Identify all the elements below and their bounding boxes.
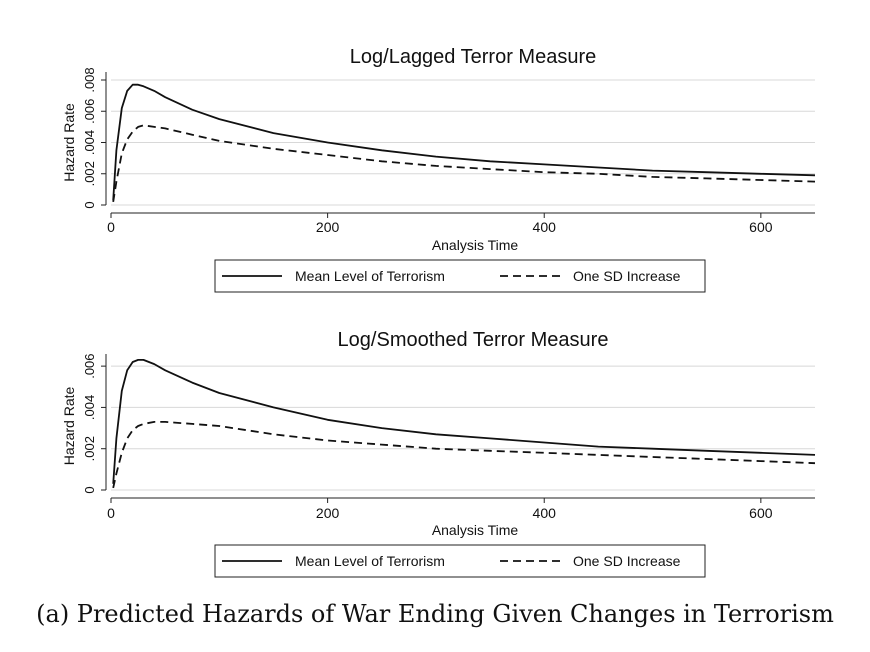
- figure-caption: (a) Predicted Hazards of War Ending Give…: [36, 600, 834, 628]
- y-tick-label: .002: [82, 436, 97, 461]
- y-axis-label: Hazard Rate: [61, 386, 77, 465]
- legend-label: Mean Level of Terrorism: [295, 553, 445, 569]
- x-tick-label: 0: [107, 505, 115, 521]
- legend: Mean Level of Terrorism One SD Increase: [214, 544, 706, 578]
- x-axis-label: Analysis Time: [432, 237, 519, 253]
- series-line-one-sd-increase: [112, 124, 816, 203]
- x-tick-label: 600: [749, 219, 773, 235]
- y-axis-label: Hazard Rate: [61, 103, 77, 182]
- y-tick-label: .004: [82, 395, 97, 420]
- legend-box: [214, 544, 706, 578]
- x-tick-label: 0: [107, 219, 115, 235]
- legend-label: One SD Increase: [573, 268, 681, 284]
- y-tick-label: .006: [82, 99, 97, 124]
- legend-label: One SD Increase: [573, 553, 681, 569]
- legend-box: [214, 259, 706, 293]
- chart-panel-2: Log/Smoothed Terror Measure 0 .002 .004 .006…: [61, 329, 816, 578]
- y-tick-label: .002: [82, 161, 97, 186]
- chart-panel-1: Log/Lagged Terror Measure 0 .002 .004 .006 .0…: [61, 46, 816, 293]
- legend: Mean Level of Terrorism One SD Increase: [214, 259, 706, 293]
- series-line-one-sd-increase: [112, 420, 816, 489]
- series-line-mean-level: [112, 83, 816, 201]
- x-tick-label: 400: [533, 219, 557, 235]
- y-tick-label: 0: [82, 201, 97, 208]
- legend-label: Mean Level of Terrorism: [295, 268, 445, 284]
- chart-title: Log/Smoothed Terror Measure: [338, 329, 609, 351]
- x-tick-label: 600: [749, 505, 773, 521]
- y-tick-label: .006: [82, 353, 97, 378]
- x-tick-label: 200: [316, 219, 340, 235]
- y-tick-label: 0: [82, 486, 97, 493]
- x-tick-label: 400: [533, 505, 557, 521]
- x-axis-label: Analysis Time: [432, 522, 519, 538]
- x-tick-label: 200: [316, 505, 340, 521]
- y-tick-label: .004: [82, 130, 97, 155]
- series-line-mean-level: [112, 358, 816, 484]
- y-tick-label: .008: [82, 67, 97, 92]
- chart-title: Log/Lagged Terror Measure: [350, 46, 596, 68]
